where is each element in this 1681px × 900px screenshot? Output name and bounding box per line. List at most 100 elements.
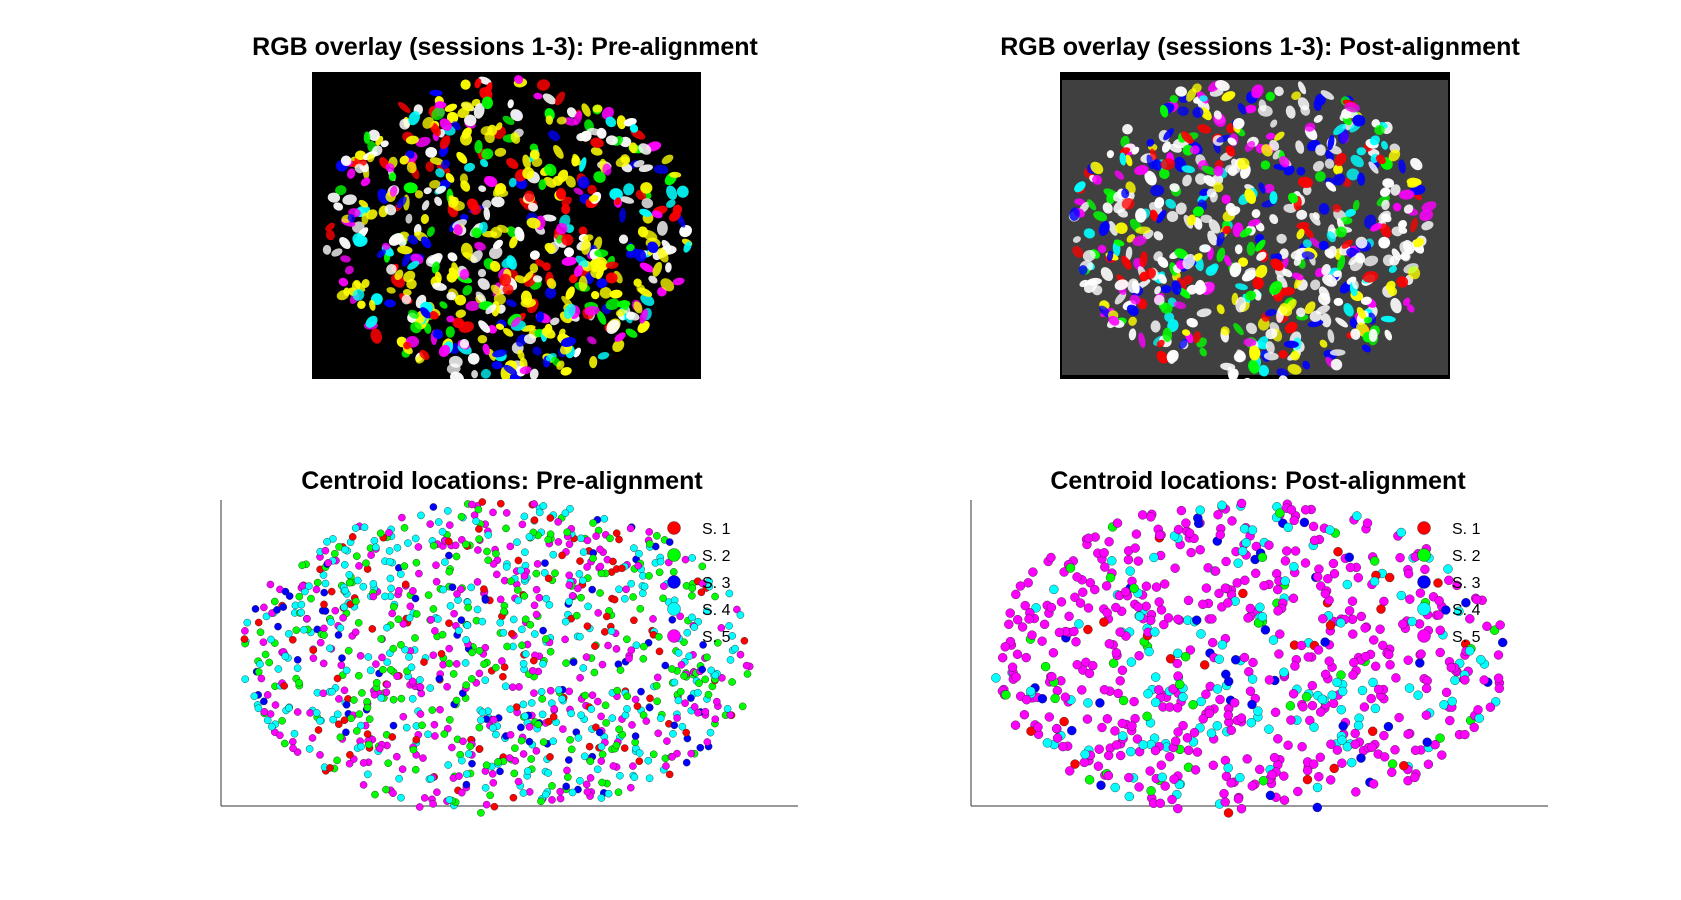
overlay-cell	[648, 275, 658, 284]
centroid-point	[563, 766, 571, 775]
centroid-point	[483, 547, 491, 556]
centroid-point	[508, 629, 516, 638]
overlay-cell	[1279, 303, 1293, 317]
overlay-cell	[519, 366, 532, 375]
centroid-point	[389, 721, 398, 730]
centroid-point	[335, 720, 343, 728]
centroid-point	[609, 557, 617, 566]
overlay-cell	[1108, 315, 1120, 326]
centroid-point	[1157, 772, 1168, 782]
centroid-point	[592, 532, 600, 540]
overlay-cell	[565, 286, 575, 300]
centroid-point	[1286, 505, 1297, 515]
centroid-point	[420, 794, 429, 802]
centroid-point	[572, 611, 581, 620]
overlay-cell	[1171, 280, 1182, 296]
centroid-point	[1282, 546, 1292, 556]
centroid-point	[256, 628, 265, 636]
centroid-point	[1375, 624, 1385, 634]
centroid-point	[639, 642, 648, 651]
overlay-cell	[1189, 145, 1200, 155]
centroid-point	[1404, 683, 1415, 693]
centroid-point	[312, 585, 321, 594]
overlay-cell	[1246, 241, 1256, 256]
centroid-point	[519, 750, 528, 758]
centroid-point	[694, 708, 702, 717]
centroid-point	[548, 782, 556, 790]
centroid-point	[1399, 761, 1409, 771]
centroid-point	[386, 665, 395, 674]
centroid-point	[1342, 579, 1352, 590]
centroid-point	[612, 529, 621, 538]
overlay-cell	[1310, 279, 1321, 291]
overlay-cell	[1325, 150, 1334, 162]
overlay-cell	[1244, 104, 1257, 114]
centroid-point	[1415, 658, 1425, 668]
centroid-point	[1173, 648, 1183, 659]
overlay-cell	[1351, 279, 1359, 290]
centroid-point	[429, 541, 438, 550]
centroid-point	[687, 749, 696, 758]
centroid-point	[1231, 655, 1241, 665]
overlay-cell	[545, 115, 554, 125]
centroid-point	[668, 753, 676, 761]
centroid-point	[293, 708, 302, 716]
overlay-cell	[414, 190, 424, 199]
centroid-point	[1283, 740, 1293, 751]
centroid-point	[1111, 602, 1121, 613]
centroid-point	[352, 597, 360, 606]
centroid-point	[1315, 752, 1325, 762]
centroid-point	[688, 554, 697, 562]
centroid-point	[254, 668, 263, 676]
centroid-point	[1181, 518, 1191, 528]
overlay-cell	[1132, 235, 1147, 246]
centroid-point	[464, 750, 473, 758]
centroid-point	[1004, 619, 1014, 630]
centroid-point	[1133, 556, 1144, 566]
overlay-cell	[1312, 212, 1320, 220]
overlay-cell	[1135, 226, 1151, 234]
overlay-cell	[489, 260, 501, 272]
centroid-point	[653, 673, 662, 682]
overlay-cell	[446, 291, 456, 301]
centroid-point	[351, 628, 360, 636]
centroid-point	[1238, 546, 1248, 556]
overlay-cell	[1090, 161, 1104, 175]
legend-label: S. 2	[1452, 548, 1481, 565]
overlay-cell	[1215, 80, 1230, 91]
centroid-point	[339, 614, 347, 622]
centroid-point	[1275, 629, 1285, 639]
centroid-point	[1150, 697, 1161, 708]
centroid-point	[645, 572, 653, 580]
centroid-point	[319, 659, 328, 668]
centroid-point	[1416, 649, 1426, 659]
legend-label: S. 4	[1452, 602, 1481, 619]
centroid-point	[1303, 652, 1313, 662]
overlay-cell	[669, 171, 682, 178]
centroid-point	[439, 585, 448, 594]
overlay-cell	[470, 250, 483, 264]
centroid-point	[356, 721, 365, 730]
centroid-point	[635, 549, 643, 558]
overlay-cell	[1412, 237, 1425, 248]
overlay-cell	[509, 236, 518, 249]
centroid-point	[416, 710, 425, 718]
centroid-point	[703, 738, 712, 746]
centroid-point	[1069, 626, 1079, 637]
centroid-point	[370, 690, 379, 699]
overlay-cell	[626, 311, 636, 320]
overlay-cell	[1315, 144, 1326, 156]
overlay-cell	[653, 164, 669, 175]
overlay-cell	[1335, 317, 1348, 328]
overlay-cell	[550, 317, 560, 326]
centroid-point	[417, 511, 425, 520]
centroid-point	[462, 681, 471, 689]
centroid-point	[622, 585, 630, 594]
overlay-cell	[1160, 158, 1176, 170]
legend-marker	[1417, 575, 1431, 589]
centroid-point	[370, 537, 379, 545]
centroid-point	[475, 646, 484, 655]
overlay-cell	[1238, 257, 1249, 267]
centroid-point	[1129, 583, 1139, 594]
overlay-cell	[1165, 198, 1177, 209]
